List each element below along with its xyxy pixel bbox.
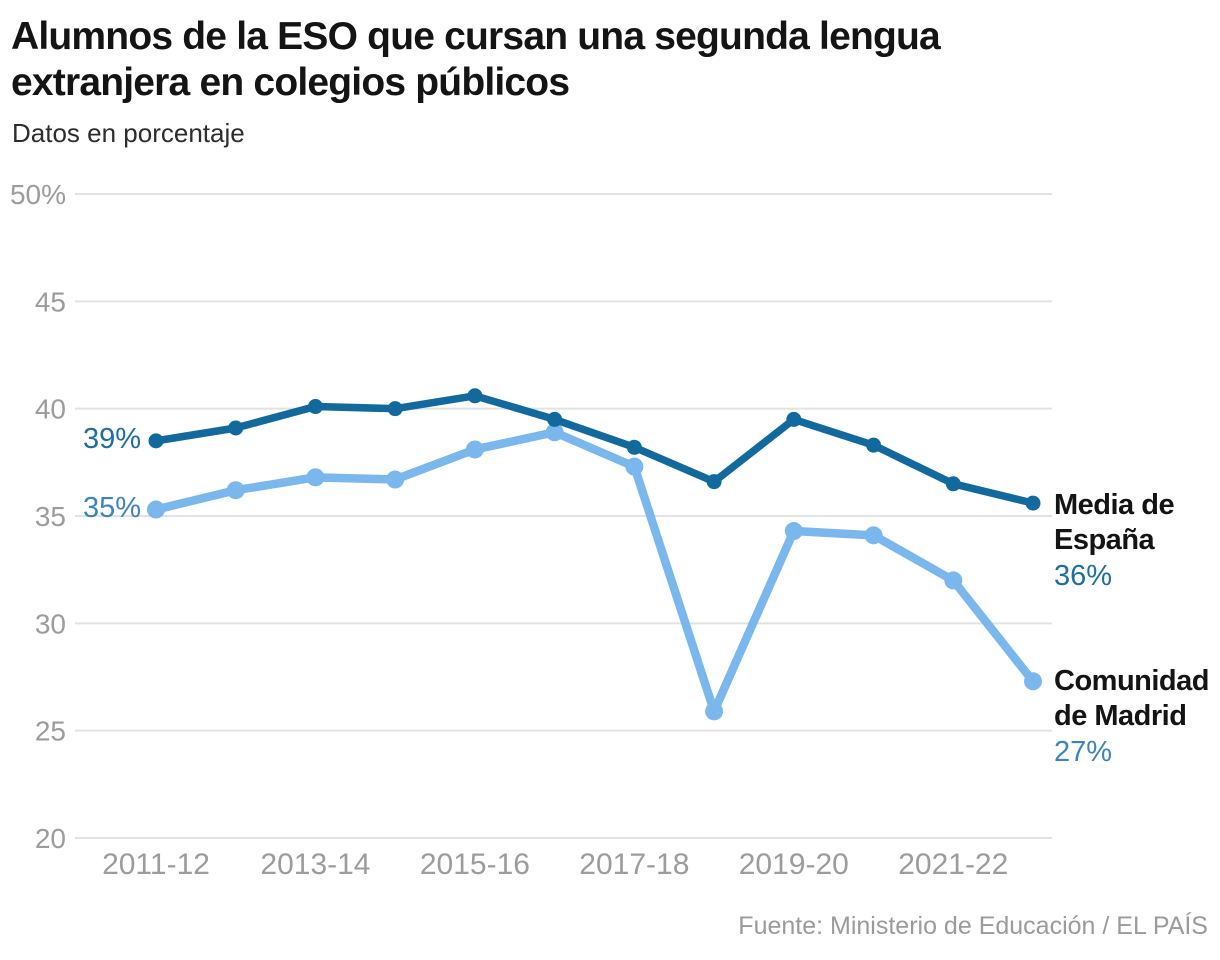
comunidad-madrid-line-point	[705, 702, 724, 721]
y-axis-tick-label: 50%	[10, 179, 66, 210]
media-espana-line-point	[626, 439, 642, 455]
y-axis-tick-label: 40	[35, 394, 66, 425]
legend-comunidad-madrid-name: Comunidad de Madrid	[1054, 665, 1210, 732]
media-espana-line-point	[467, 388, 483, 404]
comunidad-madrid-line-point	[386, 470, 405, 489]
y-axis-tick-label: 20	[35, 823, 66, 854]
media-espana-line-point	[307, 399, 323, 415]
comunidad-madrid-line-point	[784, 522, 803, 541]
y-axis-tick-label: 35	[35, 501, 66, 532]
comunidad-madrid-line-point	[306, 468, 325, 487]
media-espana-line-point	[148, 433, 164, 449]
media-espana-line-point	[387, 401, 403, 417]
media-start-value-label: 39%	[82, 423, 141, 455]
legend-comunidad-madrid-value: 27%	[1054, 736, 1113, 768]
comunidad-madrid-line-point	[944, 571, 963, 590]
x-axis-tick-label: 2013-14	[260, 848, 370, 881]
chart-subtitle: Datos en porcentaje	[12, 118, 245, 148]
media-espana-line-point	[866, 437, 882, 453]
y-axis-tick-label: 30	[35, 608, 66, 639]
x-axis-tick-label: 2019-20	[739, 848, 849, 881]
chart-title: Alumnos de la ESO que cursan una segunda…	[11, 15, 941, 104]
media-espana-line-point	[1025, 495, 1041, 511]
source-credit: Fuente: Ministerio de Educación / EL PAÍ…	[738, 912, 1208, 940]
legend-media-espana: Media de España 36%	[1054, 488, 1212, 594]
x-axis-tick-label: 2017-18	[579, 848, 689, 881]
comunidad-madrid-line-point	[147, 500, 165, 519]
media-espana-line-point	[228, 420, 244, 436]
legend-media-espana-value: 36%	[1054, 560, 1113, 592]
comunidad-madrid-line-point	[545, 423, 564, 442]
y-axis-tick-label: 25	[35, 716, 66, 747]
x-axis-tick-label: 2011-12	[102, 848, 210, 881]
media-espana-line-point	[706, 474, 722, 490]
y-axis-tick-label: 45	[35, 286, 66, 317]
x-axis-tick-label: 2015-16	[420, 848, 530, 881]
comunidad-madrid-line-point	[226, 481, 245, 500]
media-espana-line	[155, 392, 1034, 507]
comunidad-madrid-line	[154, 428, 1037, 716]
comunidad-madrid-line-point	[1024, 672, 1042, 691]
x-axis-tick-label: 2021-22	[898, 848, 1008, 881]
legend-comunidad-madrid: Comunidad de Madrid 27%	[1054, 664, 1212, 770]
legend-media-espana-name: Media de España	[1054, 489, 1175, 556]
madrid-start-value-label: 35%	[82, 492, 141, 524]
media-espana-line-point	[945, 476, 961, 492]
media-espana-line-point	[786, 411, 802, 427]
comunidad-madrid-line-point	[465, 440, 484, 459]
media-espana-line-point	[547, 411, 563, 427]
comunidad-madrid-line-point	[625, 457, 644, 476]
comunidad-madrid-line-point	[864, 526, 883, 545]
